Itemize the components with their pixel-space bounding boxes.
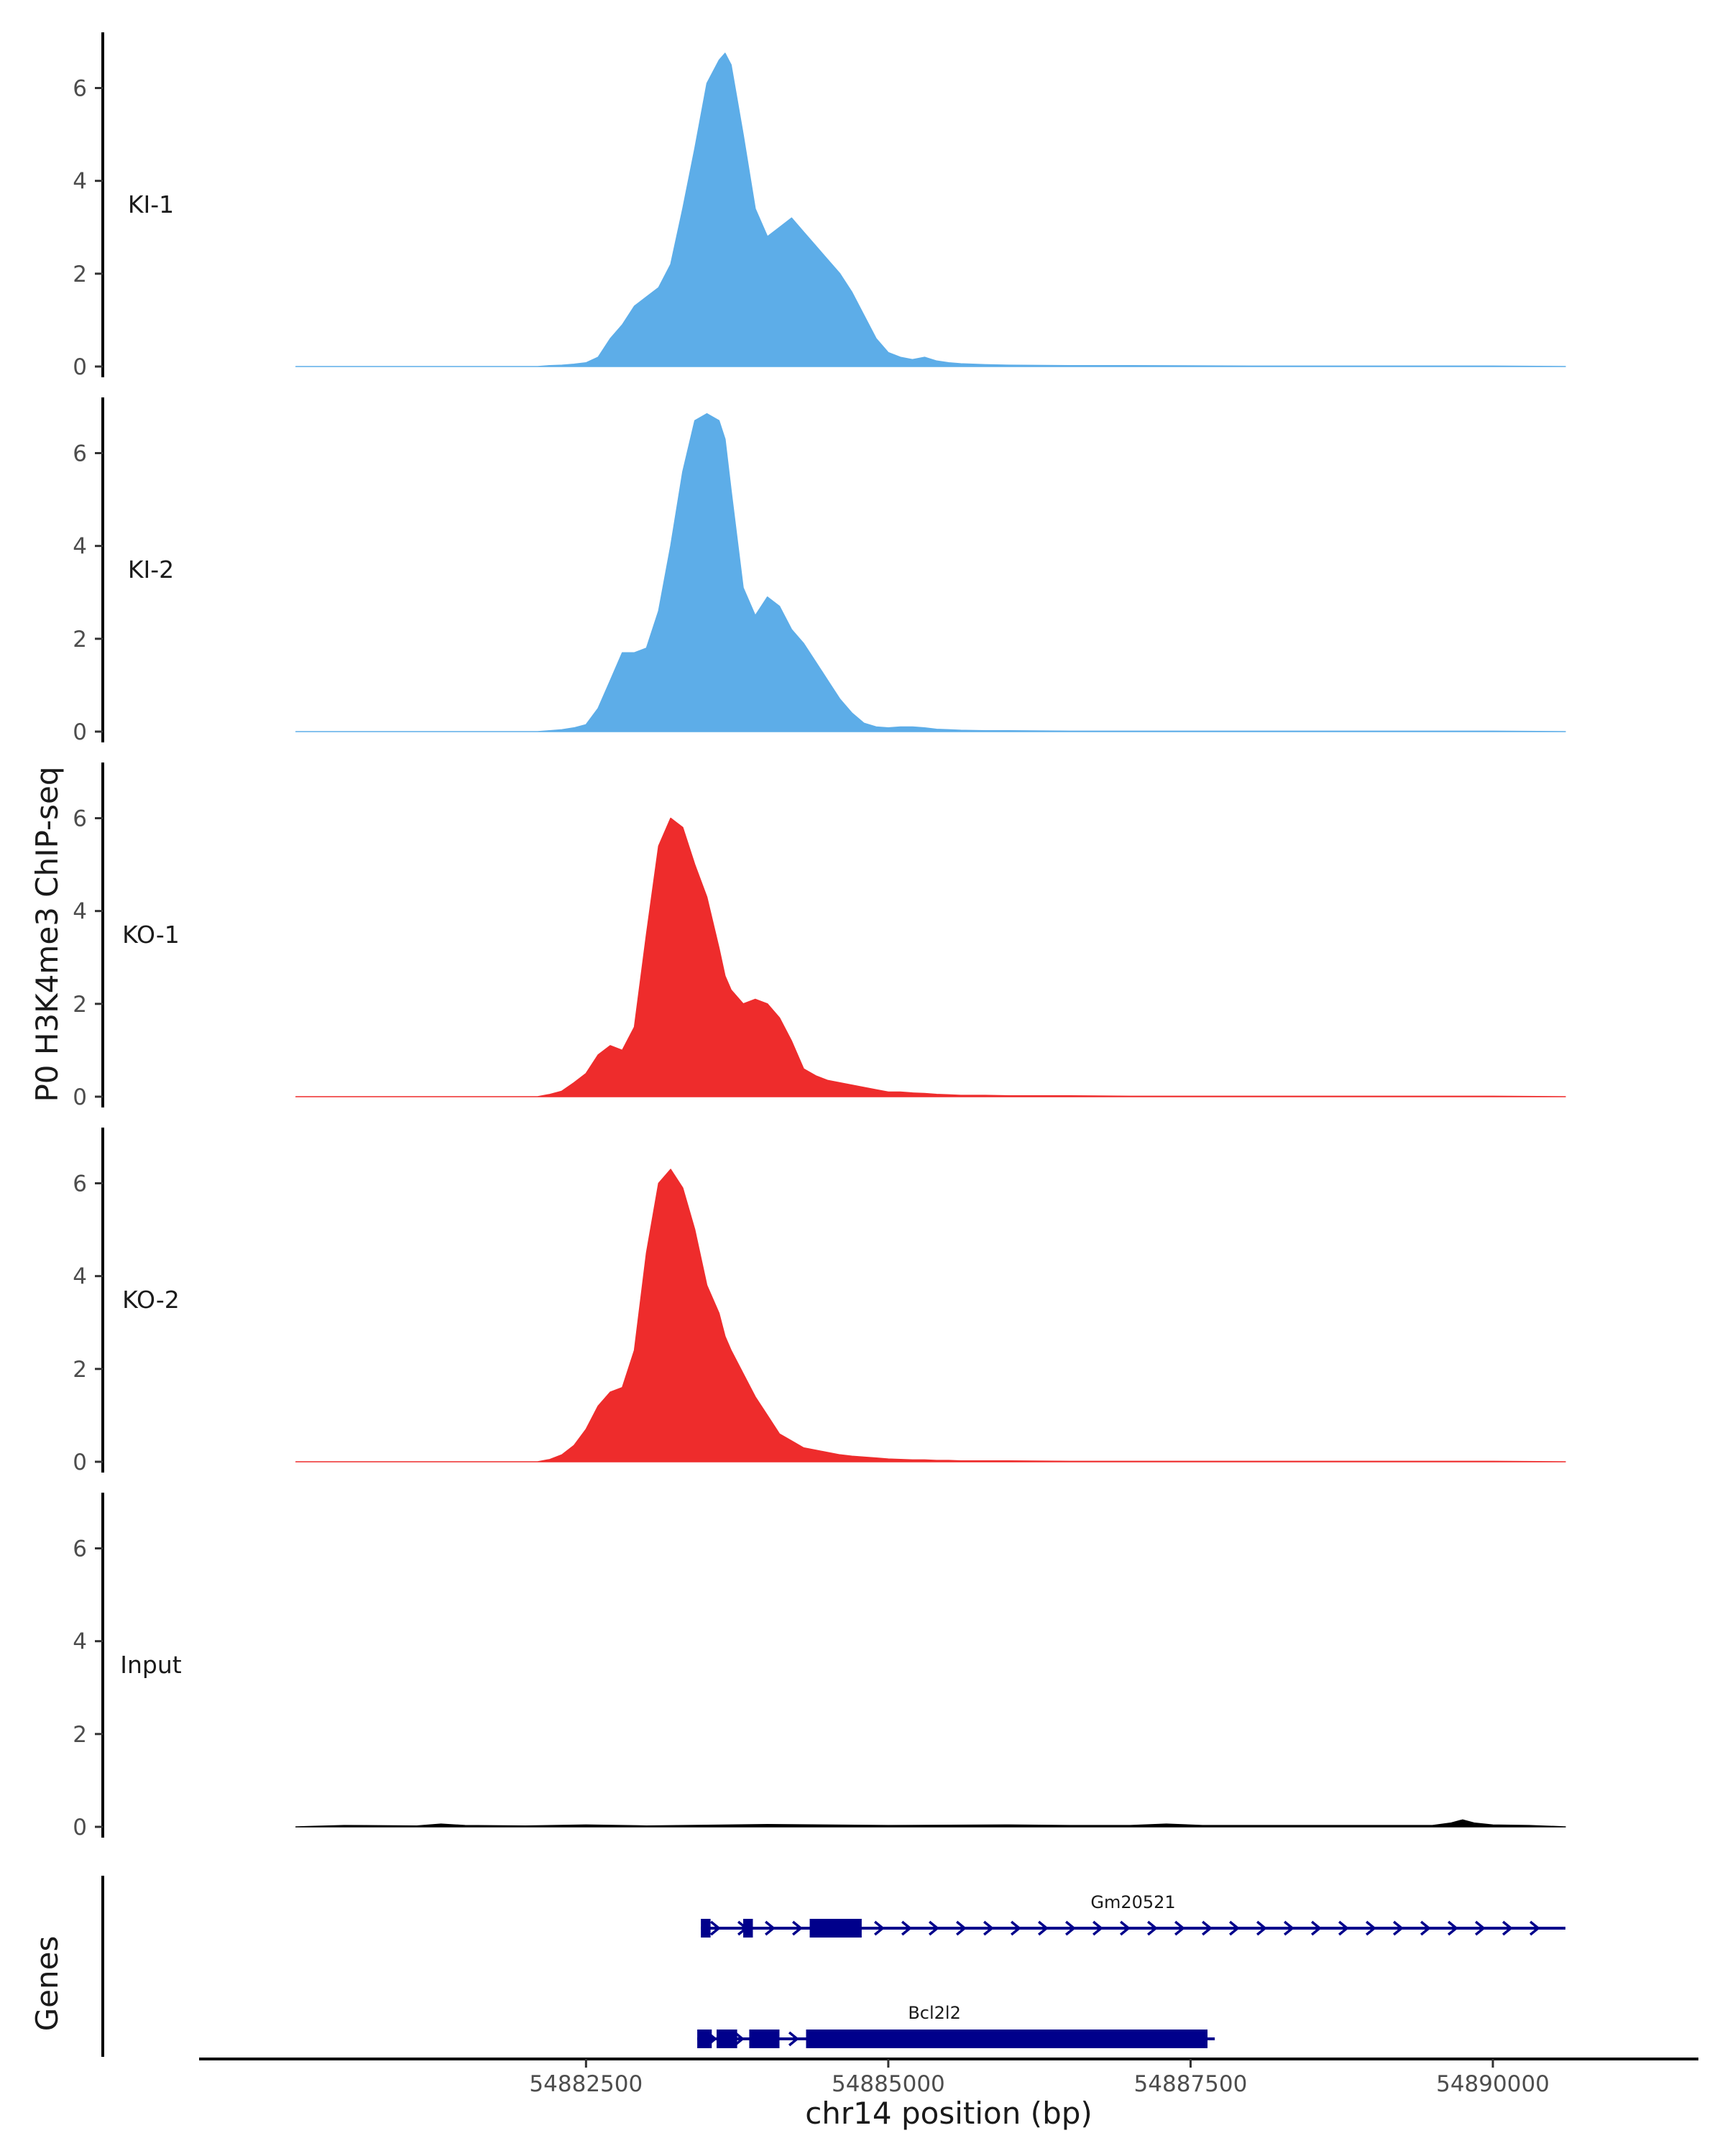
gene-label-gm20521: Gm20521 [1090,1892,1175,1912]
y-tick-label: 4 [73,1629,87,1655]
strand-arrow [788,2031,799,2047]
x-tick-label: 54890000 [1436,2071,1550,2097]
x-axis: 54882500 54885000 54887500 54890000 [199,2058,1698,2097]
strand-arrow [733,2031,745,2047]
y-tick-label: 4 [73,534,87,560]
signal-area-ko-1 [295,817,1566,1097]
strand-arrow [983,1920,994,1936]
strand-arrow [792,1920,803,1936]
y-tick-label: 6 [73,441,87,467]
track-label-ki-1: KI-1 [128,190,174,218]
strand-arrow [1092,1920,1103,1936]
strand-arrow [1256,1920,1267,1936]
signal-area-ki-2 [295,413,1566,732]
track-panel-ko-1: 0 2 4 6 KO-1 [73,763,1566,1110]
y-tick-label: 0 [73,1815,87,1841]
x-tick-label: 54882500 [529,2071,643,2097]
strand-arrow [1011,1920,1021,1936]
signal-area-input [295,1819,1566,1828]
track-label-ko-1: KO-1 [122,921,180,949]
y-tick-label: 4 [73,169,87,195]
strand-arrow [765,1920,776,1936]
strand-arrow [1120,1920,1131,1936]
exon [809,1919,862,1938]
y-tick-label: 2 [73,262,87,287]
gene-annotation-track: Gm20521 Bcl2l2 [101,1876,1565,2057]
x-tick-label: 54887500 [1134,2071,1248,2097]
strand-arrow [874,1920,885,1936]
gene-gm20521: Gm20521 [701,1892,1565,1938]
y-tick-label: 6 [73,76,87,102]
track-label-ki-2: KI-2 [128,556,174,584]
y-tick-label: 0 [73,1450,87,1475]
y-tick-label: 4 [73,899,87,925]
strand-arrow [956,1920,967,1936]
strand-arrow [1475,1920,1486,1936]
y-tick-label: 6 [73,1537,87,1562]
y-axis-title: P0 H3K4me3 ChIP-seq [29,766,65,1102]
signal-area-ki-1 [295,52,1566,367]
genes-axis-title: Genes [29,1936,65,2032]
y-tick-label: 0 [73,354,87,380]
track-panel-input: 0 2 4 6 Input [73,1493,1566,1841]
y-tick-label: 6 [73,806,87,832]
strand-arrow [1174,1920,1185,1936]
y-tick-label: 0 [73,719,87,745]
y-tick-label: 6 [73,1171,87,1197]
gene-label-bcl2l2: Bcl2l2 [908,2003,961,2023]
exon [749,2030,780,2048]
strand-arrow [1530,1920,1540,1936]
track-label-input: Input [120,1651,182,1679]
strand-arrow [1393,1920,1404,1936]
track-panel-ki-1: 0 2 4 6 KI-1 [73,32,1566,380]
exon [806,2030,1208,2048]
y-tick-label: 0 [73,1084,87,1110]
gene-bcl2l2: Bcl2l2 [697,2003,1215,2048]
x-tick-label: 54885000 [832,2071,945,2097]
exon [743,1919,753,1938]
x-axis-title: chr14 position (bp) [805,2096,1092,2131]
strand-arrow [1311,1920,1322,1936]
strand-arrow [1038,1920,1049,1936]
strand-arrow [1065,1920,1076,1936]
exon [697,2030,712,2048]
strand-arrow [1284,1920,1294,1936]
track-panel-ko-2: 0 2 4 6 KO-2 [73,1128,1566,1475]
strand-arrow [1420,1920,1431,1936]
strand-arrow [1338,1920,1349,1936]
y-tick-label: 2 [73,627,87,653]
y-tick-label: 2 [73,992,87,1018]
track-label-ko-2: KO-2 [122,1286,180,1314]
y-tick-label: 2 [73,1722,87,1748]
exon [717,2030,737,2048]
signal-area-ko-2 [295,1169,1566,1462]
strand-arrow [1366,1920,1376,1936]
track-panel-ki-2: 0 2 4 6 KI-2 [73,397,1566,745]
strand-arrow [901,1920,912,1936]
strand-arrow [1202,1920,1213,1936]
strand-arrow [1502,1920,1513,1936]
strand-arrow [1229,1920,1240,1936]
exon [701,1919,711,1938]
y-tick-label: 2 [73,1357,87,1383]
strand-arrow [1448,1920,1458,1936]
y-tick-label: 4 [73,1264,87,1290]
signal-tracks: 0 2 4 6 KI-1 0 2 4 6 KI-2 0 2 4 6 KO-1 0 2 4 6 KO-2 0 2 4 6 Inpu… [73,32,1566,1841]
strand-arrow [1147,1920,1158,1936]
strand-arrow [710,1920,721,1936]
strand-arrow [929,1920,939,1936]
